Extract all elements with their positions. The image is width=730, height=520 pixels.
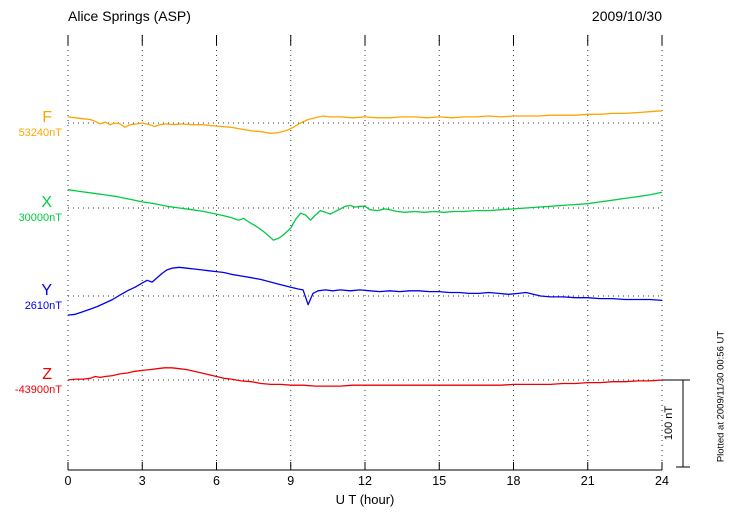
plot-date: 2009/10/30	[591, 8, 662, 24]
trace-Z	[67, 367, 663, 387]
trace-baseline-value-Z: -43900nT	[14, 384, 62, 396]
x-tick-label: 12	[358, 474, 372, 488]
trace-name-Z: Z	[42, 366, 52, 383]
trace-name-Y: Y	[41, 282, 52, 299]
x-axis-label: U T (hour)	[335, 492, 395, 507]
plot-timestamp-note: Plotted at 2009/11/30 00:56 UT	[715, 330, 727, 463]
trace-Y	[67, 266, 663, 316]
x-tick-label: 18	[506, 474, 521, 488]
x-tick-label: 9	[287, 474, 295, 488]
x-tick-label: 24	[655, 474, 669, 488]
trace-name-X: X	[41, 194, 52, 211]
station-title: Alice Springs (ASP)	[68, 8, 191, 24]
trace-baseline-value-Y: 2610nT	[24, 300, 62, 312]
trace-F	[67, 110, 663, 135]
trace-baseline-value-F: 53240nT	[18, 127, 62, 139]
x-tick-label: 0	[64, 474, 72, 488]
trace-X	[67, 189, 663, 241]
x-tick-label: 6	[213, 474, 220, 488]
scale-bar-label: 100 nT	[663, 405, 675, 441]
x-tick-label: 15	[432, 474, 447, 488]
trace-name-F: F	[42, 109, 52, 126]
x-tick-label: 21	[580, 474, 595, 488]
x-tick-label: 3	[138, 474, 146, 488]
trace-baseline-value-X: 30000nT	[18, 212, 62, 224]
